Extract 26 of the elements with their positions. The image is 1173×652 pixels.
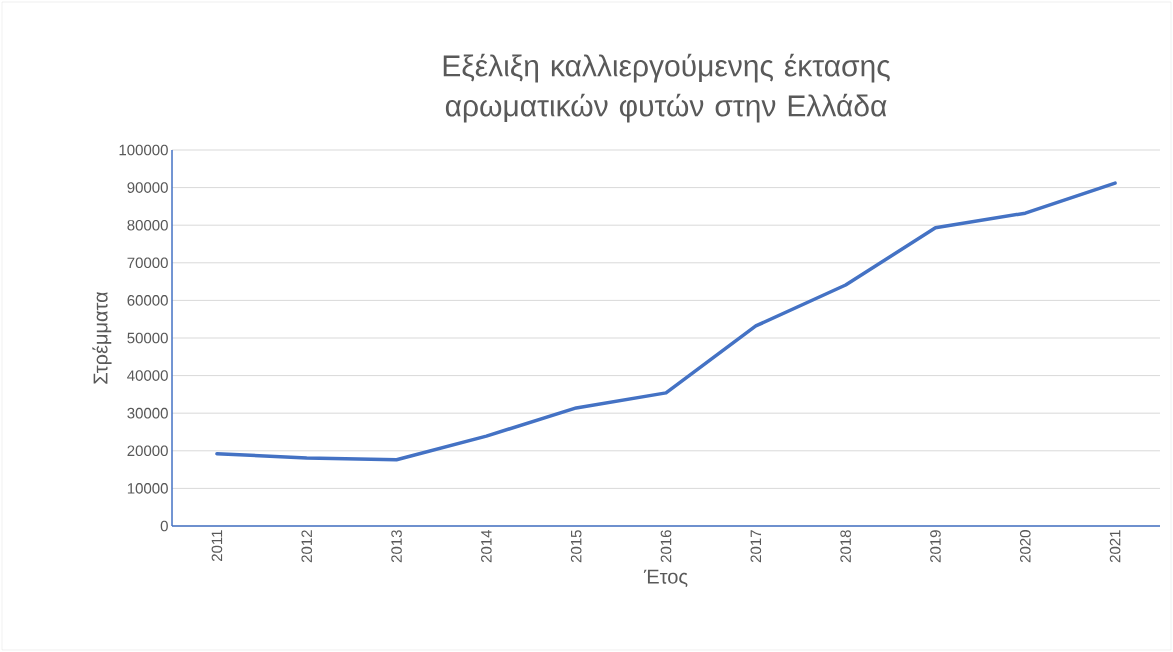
x-tick-label: 2015 — [570, 530, 582, 563]
x-tick-label: 2016 — [660, 530, 672, 563]
y-tick-label: 70000 — [127, 257, 168, 269]
x-axis-title: Έτος — [643, 569, 688, 587]
y-tick-label: 0 — [160, 520, 168, 532]
chart-title: Εξέλιξη καλλιεργούμενης έκτασης αρωματικών φυτών στην Ελλάδα — [443, 53, 890, 123]
y-tick-label: 30000 — [127, 407, 168, 419]
x-tick-label: 2012 — [301, 530, 313, 563]
x-tick-label: 2020 — [1019, 530, 1031, 563]
y-tick-label: 40000 — [127, 370, 168, 381]
y-tick-label: 90000 — [127, 182, 168, 193]
y-tick-label: 20000 — [127, 445, 168, 457]
x-tick-label: 2013 — [391, 530, 402, 563]
x-tick-label: 2014 — [481, 529, 492, 563]
x-tick-label: 2019 — [930, 530, 941, 563]
y-axis-title: Στρέμματα — [92, 291, 112, 384]
y-tick-label: 10000 — [127, 483, 168, 494]
y-tick-label: 60000 — [127, 295, 168, 306]
y-tick-label: 50000 — [127, 332, 168, 344]
x-tick-label: 2017 — [750, 530, 762, 563]
x-tick-label: 2018 — [840, 530, 851, 563]
x-tick-label: 2021 — [1109, 530, 1121, 563]
y-tick-label: 100000 — [119, 144, 168, 156]
y-tick-label: 80000 — [127, 219, 168, 231]
line-series — [215, 181, 1117, 462]
x-tick-label: 2011 — [211, 530, 223, 562]
